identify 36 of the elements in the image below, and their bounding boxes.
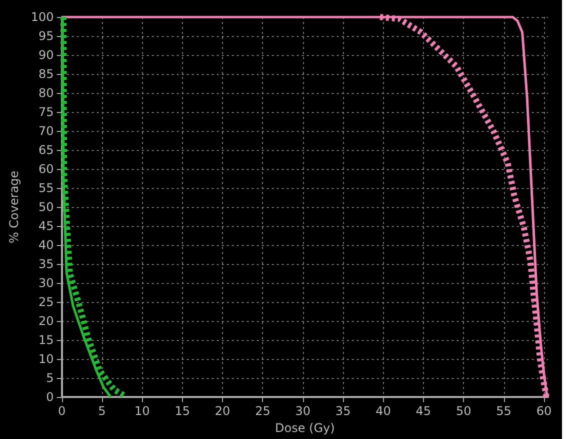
y-tick-label: 85: [38, 67, 54, 82]
x-axis-title: Dose (Gy): [275, 421, 335, 435]
y-tick-label: 25: [38, 295, 54, 310]
x-tick-label: 20: [214, 404, 230, 418]
y-tick-label: 20: [38, 314, 54, 328]
x-tick-label: 45: [416, 404, 432, 418]
y-tick-label: 80: [38, 86, 54, 100]
y-axis-title: % Coverage: [7, 170, 21, 244]
y-tick-label: 95: [38, 29, 54, 44]
y-tick-label: 35: [38, 257, 54, 272]
y-tick-label: 50: [38, 200, 54, 214]
y-tick-label: 70: [38, 124, 54, 138]
y-tick-label: 60: [38, 162, 54, 176]
x-tick-label: 0: [58, 404, 66, 418]
x-tick-label: 15: [174, 404, 190, 418]
y-tick-label: 0: [46, 390, 54, 404]
x-tick-label: 50: [456, 404, 472, 418]
x-tick-label: 35: [335, 404, 351, 418]
x-tick-label: 5: [98, 404, 106, 418]
x-tick-label: 60: [536, 404, 552, 418]
y-tick-label: 75: [38, 105, 54, 120]
y-tick-label: 55: [38, 181, 54, 196]
y-tick-label: 10: [38, 352, 54, 366]
x-tick-label: 55: [496, 404, 512, 418]
y-tick-label: 65: [38, 143, 54, 158]
y-tick-label: 45: [38, 219, 54, 234]
y-tick-label: 5: [46, 371, 54, 386]
x-tick-label: 10: [134, 404, 150, 418]
x-tick-label: 40: [376, 404, 391, 418]
x-tick-label: 30: [295, 404, 311, 418]
y-tick-label: 90: [38, 48, 54, 62]
x-tick-label: 25: [255, 404, 270, 418]
y-tick-label: 30: [38, 276, 54, 290]
y-tick-label: 15: [38, 333, 54, 348]
y-tick-label: 100: [30, 10, 54, 24]
y-tick-label: 40: [38, 238, 54, 252]
